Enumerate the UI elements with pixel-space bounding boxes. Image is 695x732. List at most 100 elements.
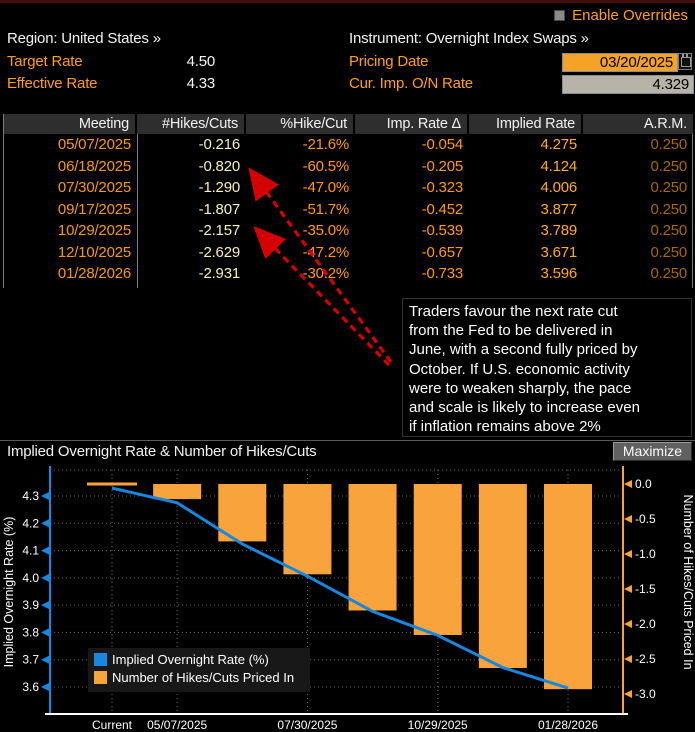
cur-imp-rate-field: 4.329 <box>562 75 694 94</box>
chart-panel: Implied Overnight Rate & Number of Hikes… <box>0 440 695 732</box>
cell-arm: 0.250 <box>650 136 687 153</box>
region-selector[interactable]: Region: United States » <box>7 30 161 47</box>
table-row[interactable]: 12/10/2025 -2.629 -47.2% -0.657 3.671 0.250 <box>4 242 693 264</box>
right-tick-label: -0.5 <box>635 512 656 526</box>
enable-overrides-checkbox[interactable] <box>554 10 566 21</box>
table-left-border <box>3 114 4 288</box>
cell-hikecut: -35.0% <box>302 222 350 239</box>
cell-meeting: 07/30/2025 <box>57 179 131 196</box>
cell-imprate: -0.205 <box>421 157 464 175</box>
cell-hikecut: -30.2% <box>302 265 350 282</box>
cell-impliedrate: 4.124 <box>540 157 577 175</box>
enable-overrides-label: Enable Overrides <box>572 7 688 24</box>
implied-rate-line <box>111 486 569 690</box>
enable-overrides: Enable Overrides <box>554 7 688 24</box>
combo-chart: 4.3 4.2 4.1 4.0 3.9 3.8 3.7 3.6 0.0 -0.5 -1.0 -1.5 -… <box>2 466 695 732</box>
cell-hikescuts: -2.157 <box>198 222 241 239</box>
left-tick-label: 3.8 <box>22 625 39 639</box>
legend-swatch-bar <box>94 671 107 684</box>
left-tick <box>41 573 49 582</box>
legend-label-line: Implied Overnight Rate (%) <box>112 652 269 667</box>
table-row[interactable]: 05/07/2025 -0.216 -21.6% -0.054 4.275 0.250 <box>4 134 693 156</box>
cell-hikecut: -51.7% <box>302 200 350 218</box>
bar-hikes-cuts <box>413 484 462 635</box>
cell-arm: 0.250 <box>650 222 687 239</box>
left-tick-label: 4.1 <box>22 544 39 558</box>
bar-hikes-cuts <box>544 484 592 690</box>
cell-hikecut: -60.5% <box>302 157 350 175</box>
meetings-table: Meeting #Hikes/Cuts %Hike/Cut Imp. Rate Δ Im… <box>4 114 693 285</box>
cell-arm: 0.250 <box>650 157 687 175</box>
right-tick <box>624 585 632 593</box>
calendar-icon[interactable] <box>678 53 692 70</box>
table-row[interactable]: 09/17/2025 -1.807 -51.7% -0.452 3.877 0.250 <box>4 199 693 221</box>
left-tick <box>41 601 49 610</box>
right-tick-label: -3.0 <box>635 687 656 701</box>
table-row[interactable]: 10/29/2025 -2.157 -35.0% -0.539 3.789 0.250 <box>4 220 693 242</box>
cell-hikescuts: -2.629 <box>198 243 241 261</box>
table-row[interactable]: 01/28/2026 -2.931 -30.2% -0.733 3.596 0.250 <box>4 263 693 285</box>
cell-arm: 0.250 <box>650 200 687 218</box>
annotation-text: Traders favour the next rate cut from the… <box>402 298 692 437</box>
cell-impliedrate: 4.006 <box>540 179 577 196</box>
table-column-divider <box>137 134 138 288</box>
effective-rate-value: 4.33 <box>186 75 216 92</box>
cell-imprate: -0.657 <box>421 243 464 261</box>
table-header-row: Meeting #Hikes/Cuts %Hike/Cut Imp. Rate Δ Im… <box>4 114 693 134</box>
pricing-date-input[interactable] <box>562 53 678 72</box>
right-tick-label: 0.0 <box>635 477 652 491</box>
table-right-border <box>692 134 693 288</box>
cell-impliedrate: 3.671 <box>540 243 577 261</box>
maximize-button[interactable]: Maximize <box>612 442 692 461</box>
cell-imprate: -0.054 <box>421 136 464 153</box>
x-tick-label: 10/29/2025 <box>408 718 468 732</box>
left-tick-label: 3.9 <box>22 598 39 612</box>
x-tick-label: 01/28/2026 <box>538 718 598 732</box>
bar-hikes-cuts <box>283 484 332 575</box>
left-tick <box>41 683 49 692</box>
bar-hikes-cuts <box>348 484 397 611</box>
column-header-1: #Hikes/Cuts <box>137 114 246 134</box>
right-tick-label: -1.0 <box>635 547 656 561</box>
cell-hikecut: -47.0% <box>302 179 350 196</box>
legend-swatch-line <box>94 653 107 666</box>
right-tick <box>624 480 632 488</box>
table-row[interactable]: 07/30/2025 -1.290 -47.0% -0.323 4.006 0.250 <box>4 177 693 199</box>
cell-hikecut: -47.2% <box>302 243 350 261</box>
cell-meeting: 01/28/2026 <box>57 265 131 282</box>
target-rate-label: Target Rate <box>7 53 83 70</box>
bar-hikes-cuts <box>218 484 267 542</box>
legend-label-bar: Number of Hikes/Cuts Priced In <box>112 670 294 685</box>
cell-imprate: -0.323 <box>421 179 464 196</box>
cell-arm: 0.250 <box>650 179 687 196</box>
left-tick-label: 4.3 <box>22 489 39 503</box>
left-tick-label: 3.7 <box>22 653 39 667</box>
target-rate-value: 4.50 <box>186 53 216 70</box>
cell-arm: 0.250 <box>650 243 687 261</box>
cell-meeting: 12/10/2025 <box>57 243 131 261</box>
left-tick <box>41 655 49 664</box>
cell-imprate: -0.733 <box>421 265 464 282</box>
column-header-0: Meeting <box>4 114 137 134</box>
cell-impliedrate: 4.275 <box>540 136 577 153</box>
left-tick <box>41 628 49 637</box>
cell-hikescuts: -1.807 <box>198 200 241 218</box>
right-tick-label: -2.5 <box>635 652 656 666</box>
cell-impliedrate: 3.596 <box>540 265 577 282</box>
right-tick <box>624 655 632 663</box>
right-tick <box>624 620 632 628</box>
bar-current-zero <box>87 482 137 486</box>
table-row[interactable]: 06/18/2025 -0.820 -60.5% -0.205 4.124 0.250 <box>4 156 693 178</box>
cell-meeting: 05/07/2025 <box>57 136 131 153</box>
cell-meeting: 10/29/2025 <box>57 222 131 239</box>
effective-rate-label: Effective Rate <box>7 75 98 92</box>
cell-arm: 0.250 <box>650 265 687 282</box>
column-header-3: Imp. Rate Δ <box>355 114 469 134</box>
instrument-selector[interactable]: Instrument: Overnight Index Swaps » <box>349 30 589 47</box>
x-tick-label: 07/30/2025 <box>277 718 337 732</box>
pricing-date-label: Pricing Date <box>349 53 429 70</box>
left-tick <box>41 519 49 528</box>
right-tick <box>624 515 632 523</box>
cell-meeting: 09/17/2025 <box>57 200 131 218</box>
